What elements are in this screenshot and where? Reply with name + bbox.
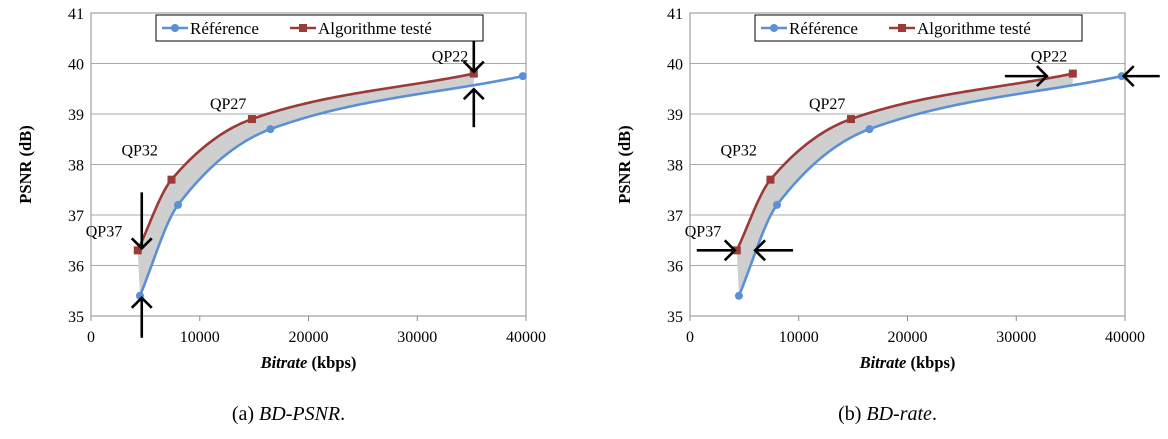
figure-caption: (b) BD-rate. [838,403,937,425]
legend-box [754,14,1083,42]
legend: Référence Algorithme testé [754,14,1083,42]
data-point [469,69,478,78]
point-label: QP27 [809,96,845,113]
arrow-head [462,60,485,74]
chart-2: 35 36 37 38 39 40 41 0 10000 20000 30000 40000 QP37 Q… [615,6,1160,425]
y-axis-title: PSNR (dB) [16,125,35,203]
arrow-head [723,239,737,262]
x-tick-label: 20000 [888,329,928,346]
caption-prefix: (a) [232,403,259,425]
legend-marker [770,24,778,32]
data-point [773,200,781,209]
y-tick-label: 40 [68,57,84,74]
y-tick-label: 39 [68,107,84,124]
y-tick-label: 38 [667,158,683,175]
series-line-2 [136,72,475,251]
data-point [732,246,741,255]
x-tick-label: 30000 [996,329,1036,346]
y-tick-label: 40 [667,57,683,74]
y-tick-label: 35 [667,309,683,326]
y-tick-label: 41 [68,6,84,23]
shaded-area [736,73,1073,296]
x-tick-label: 40000 [506,329,546,346]
caption-prefix: (b) [838,403,866,425]
arrow-head [753,239,766,262]
data-point [734,291,743,300]
data-point [1117,72,1126,81]
point-label: QP32 [121,143,157,160]
series-line-1 [138,74,524,297]
data-point [766,175,775,184]
x-axis-title-rest: (kbps) [307,353,356,372]
y-tick-label: 39 [667,107,683,124]
caption-suffix: . [932,403,937,425]
data-point [167,175,176,184]
x-axis-title-italic: Bitrate [859,353,907,372]
x-axis-title: Bitrate (kbps) [859,353,956,372]
caption-title: BD-PSNR [259,403,340,425]
legend-label: Algorithme testé [917,19,1031,38]
x-tick-label: 0 [686,329,694,346]
data-point [518,72,527,81]
x-tick-label: 10000 [180,329,220,346]
y-tick-label: 35 [68,309,84,326]
data-point [846,115,855,124]
legend-label: Référence [190,19,259,38]
y-tick-label: 38 [68,158,84,175]
series-line-1 [737,74,1123,297]
legend-label: Référence [789,19,858,38]
x-tick-label: 10000 [779,329,819,346]
y-tick-label: 36 [667,259,683,276]
x-axis-title-italic: Bitrate [260,353,308,372]
legend-marker [171,24,179,32]
y-tick-label: 36 [68,259,84,276]
arrow-head [1035,65,1049,88]
point-label: QP22 [432,49,468,66]
x-tick-label: 0 [87,329,95,346]
data-point [1068,69,1077,78]
point-label: QP37 [86,223,122,240]
point-label: QP32 [720,143,756,160]
caption-title: BD-rate [866,403,932,425]
point-label: QP27 [210,96,246,113]
chart-1: 35 36 37 38 39 40 41 0 10000 20000 30000 40000 QP37 Q… [16,6,546,425]
shaded-area [137,73,474,296]
caption-suffix: . [340,403,345,425]
y-axis-title: PSNR (dB) [615,125,634,203]
x-axis-title: Bitrate (kbps) [260,353,357,372]
data-point [865,125,874,134]
arrow-head [130,295,153,309]
y-tick-label: 37 [667,208,683,225]
data-point [133,246,142,255]
x-axis-title-rest: (kbps) [906,353,955,372]
figure-caption: (a) BD-PSNR. [232,403,345,425]
x-tick-label: 30000 [397,329,437,346]
point-label: QP37 [685,223,721,240]
legend: Référence Algorithme testé [155,14,484,42]
x-tick-label: 20000 [289,329,329,346]
data-point [174,200,182,209]
y-tick-label: 41 [667,6,683,23]
legend-marker [299,24,307,32]
arrow-head [462,87,485,101]
legend-box [155,14,484,42]
y-tick-label: 37 [68,208,84,225]
legend-label: Algorithme testé [318,19,432,38]
data-point [266,125,275,134]
legend-marker [898,24,906,32]
data-point [247,115,256,124]
arrow-head [1121,65,1135,88]
x-tick-label: 40000 [1105,329,1145,346]
arrow-head [130,237,153,251]
series-line-2 [735,72,1074,251]
point-label: QP22 [1031,49,1067,66]
